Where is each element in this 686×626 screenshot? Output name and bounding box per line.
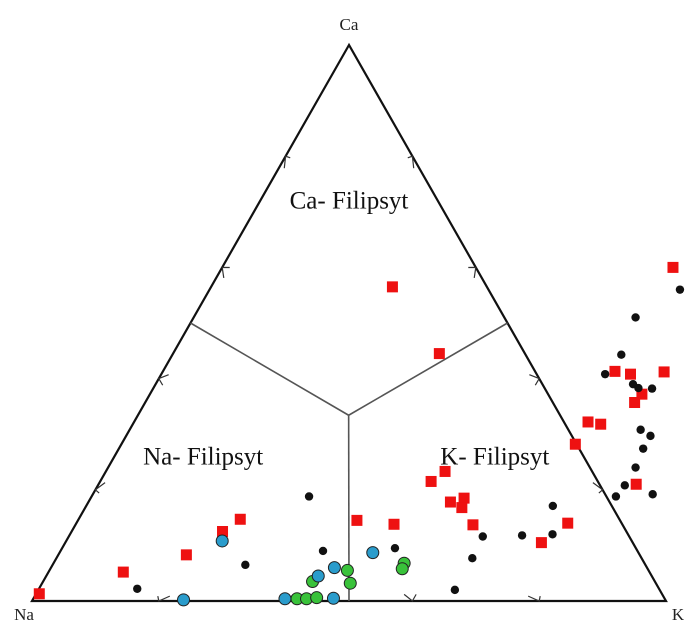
- point-series0-7: [425, 475, 437, 487]
- point-series1-5: [450, 585, 460, 595]
- tick-left-1: [157, 374, 169, 386]
- field-label-1: Na- Filipsyt: [143, 443, 263, 470]
- field-label-2: K- Filipsyt: [440, 443, 549, 470]
- point-series0-11: [582, 416, 594, 428]
- point-series1-19: [617, 350, 626, 359]
- point-series0-6: [351, 514, 363, 526]
- point-series0-38: [386, 281, 398, 293]
- point-series1-2: [318, 546, 328, 556]
- tick-right-1: [468, 266, 477, 279]
- chart-labels: Ca Na K Ca- Filipsyt Na- Filipsyt K- Filip…: [14, 15, 685, 624]
- point-series0-1: [117, 566, 129, 578]
- point-series1-17: [647, 384, 657, 393]
- point-series1-11: [631, 463, 640, 472]
- point-series3-4: [327, 561, 341, 575]
- point-series1-4: [390, 543, 400, 553]
- point-series3-2: [326, 591, 340, 605]
- point-series0-34: [467, 519, 479, 531]
- point-series3-5: [366, 546, 380, 560]
- point-series1-9: [611, 492, 621, 501]
- point-series0-17: [667, 261, 679, 273]
- point-series1-22: [548, 501, 558, 511]
- point-series1-21: [675, 285, 685, 294]
- point-series0-37: [388, 518, 400, 530]
- point-series0-35: [458, 492, 470, 504]
- point-series0-4: [234, 513, 246, 525]
- point-series1-16: [634, 383, 643, 393]
- point-series0-27: [636, 388, 648, 400]
- point-series2-7: [395, 562, 409, 576]
- point-series2-4: [340, 563, 354, 577]
- vertex-label-k: K: [672, 605, 685, 624]
- field-label-0: Ca- Filipsyt: [290, 188, 409, 215]
- point-series1-23: [548, 530, 557, 539]
- point-series3-1: [278, 592, 292, 606]
- point-series0-12: [609, 365, 621, 377]
- point-series1-6: [468, 553, 477, 563]
- point-series0-31: [630, 478, 642, 490]
- point-series0-28: [629, 397, 641, 409]
- vertex-label-ca: Ca: [340, 15, 359, 34]
- point-series0-3: [217, 526, 229, 537]
- tick-left-2: [221, 266, 230, 279]
- point-series3-6: [215, 534, 229, 548]
- point-series1-20: [631, 313, 640, 322]
- point-series0-32: [562, 517, 574, 529]
- tick-right-2: [529, 374, 541, 386]
- point-series0-29: [595, 418, 607, 430]
- tick-right-0: [407, 155, 415, 169]
- point-series1-18: [600, 369, 610, 379]
- data-points: [33, 261, 685, 607]
- point-series1-3: [304, 492, 314, 501]
- tick-left-0: [94, 482, 106, 494]
- point-series1-24: [478, 532, 487, 541]
- tick-bottom-0: [157, 595, 171, 602]
- point-series0-16: [658, 366, 670, 378]
- point-series0-9: [444, 496, 456, 508]
- field-boundary-0: [190, 322, 350, 416]
- point-series0-30: [569, 438, 581, 450]
- tick-bottom-3: [527, 595, 541, 602]
- point-series0-2: [180, 549, 192, 561]
- tick-bottom-2: [403, 593, 417, 602]
- point-series1-7: [517, 531, 527, 540]
- point-series1-12: [638, 444, 648, 453]
- point-series0-5: [433, 348, 445, 360]
- point-series0-33: [535, 537, 547, 549]
- point-series1-14: [636, 425, 645, 434]
- point-series0-0: [33, 588, 45, 600]
- field-boundary-1: [348, 322, 508, 416]
- point-series1-0: [133, 584, 142, 593]
- vertex-label-na: Na: [14, 605, 34, 624]
- point-series1-8: [648, 490, 657, 499]
- tick-right-3: [592, 482, 604, 494]
- point-series1-13: [646, 431, 655, 441]
- tick-left-3: [283, 155, 291, 169]
- point-series2-2: [310, 591, 324, 605]
- point-series0-10: [624, 368, 636, 380]
- point-series0-36: [456, 502, 468, 514]
- point-series1-1: [241, 560, 250, 570]
- point-series0-8: [439, 465, 451, 477]
- point-series1-10: [620, 481, 629, 490]
- point-series3-0: [177, 593, 191, 607]
- point-series2-5: [343, 576, 357, 590]
- point-series3-3: [311, 569, 325, 583]
